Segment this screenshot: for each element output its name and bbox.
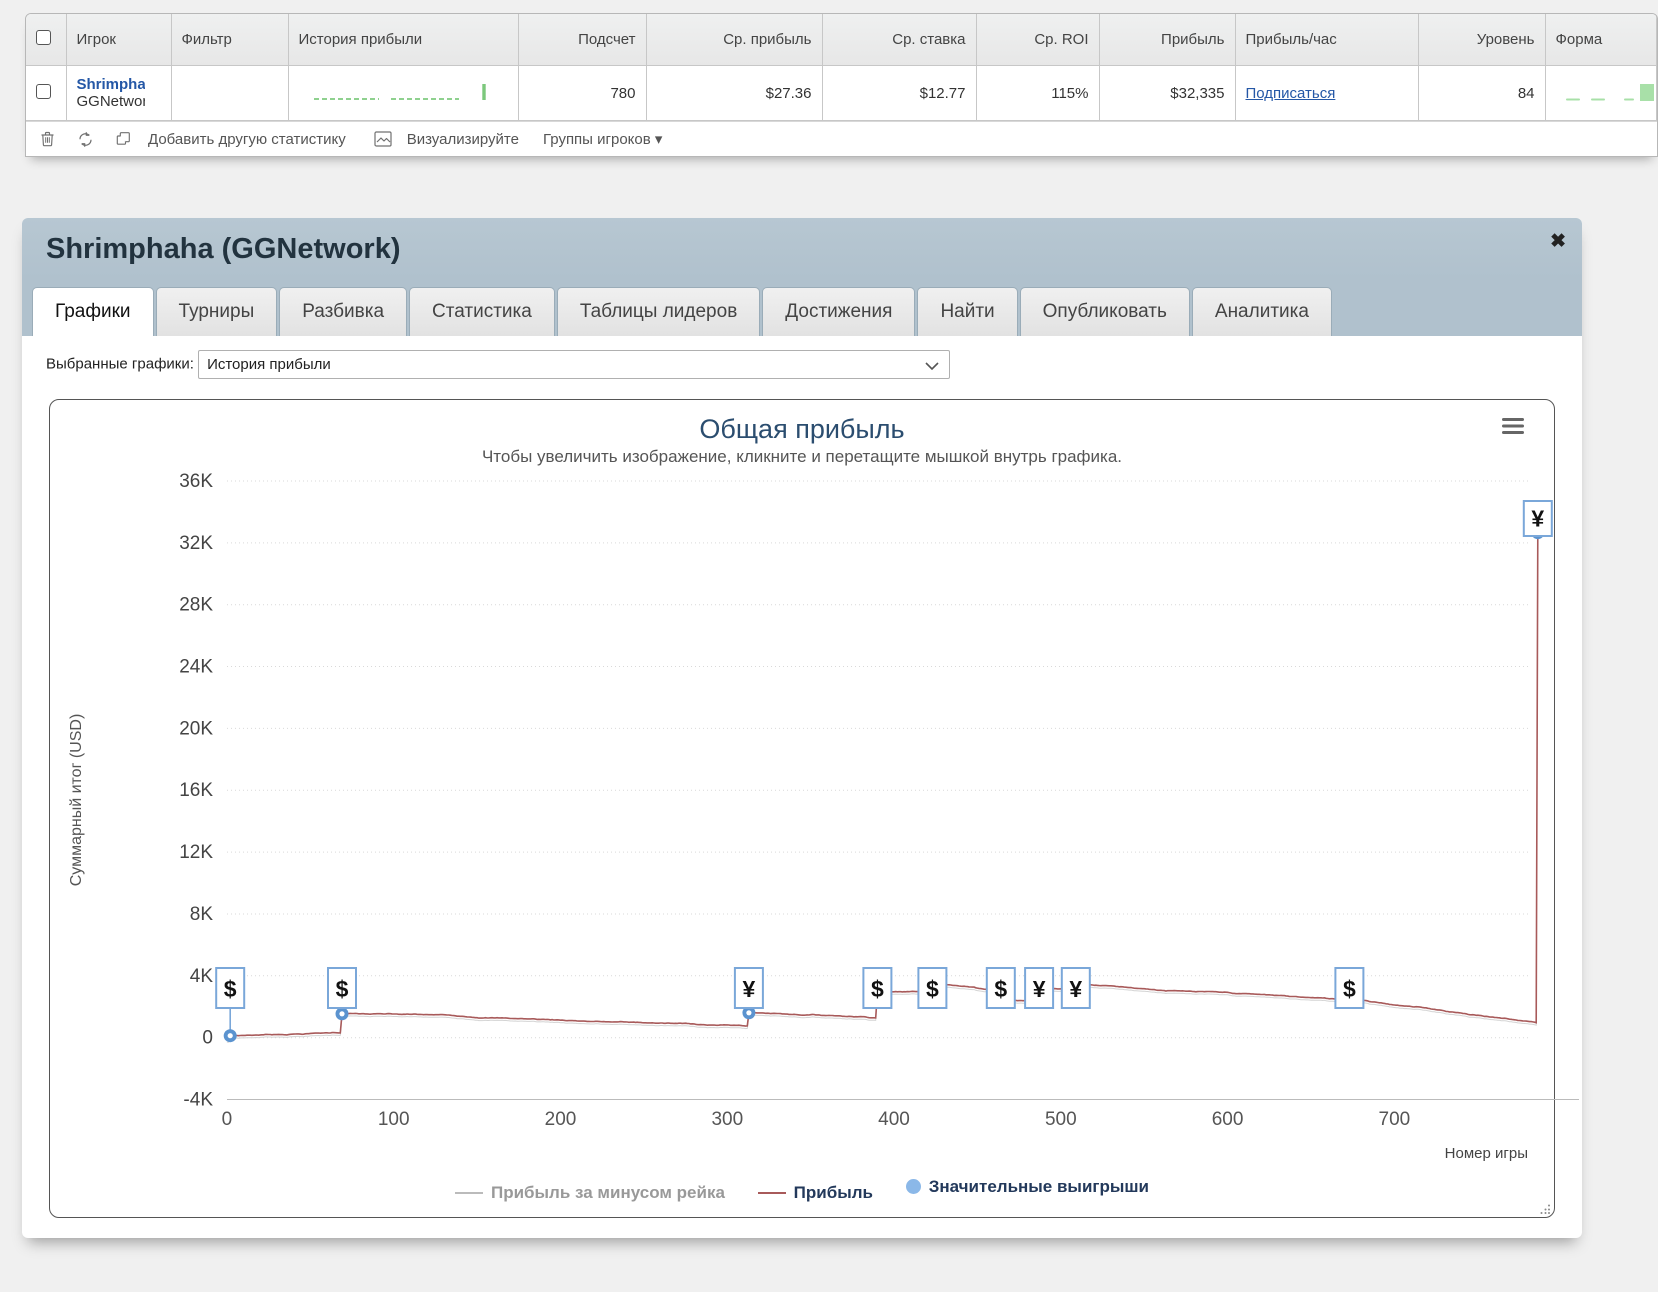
svg-text:200: 200 [545,1109,577,1130]
svg-text:500: 500 [1045,1109,1077,1130]
svg-text:0: 0 [222,1109,233,1130]
svg-text:¥: ¥ [1033,976,1046,1002]
svg-text:300: 300 [711,1109,743,1130]
svg-text:400: 400 [878,1109,910,1130]
svg-text:32K: 32K [179,533,213,554]
svg-text:700: 700 [1379,1109,1411,1130]
svg-text:$: $ [871,976,884,1002]
svg-text:$: $ [224,976,237,1002]
svg-text:12K: 12K [179,842,213,863]
svg-text:-4K: -4K [183,1090,213,1111]
svg-text:¥: ¥ [743,976,756,1002]
svg-text:4K: 4K [190,966,214,987]
svg-text:$: $ [994,976,1007,1002]
svg-text:24K: 24K [179,657,213,678]
svg-text:¥: ¥ [1531,506,1544,532]
svg-text:¥: ¥ [1069,976,1082,1002]
svg-text:28K: 28K [179,595,213,616]
svg-text:8K: 8K [190,904,214,925]
svg-text:0: 0 [202,1028,213,1049]
svg-text:600: 600 [1212,1109,1244,1130]
svg-text:100: 100 [378,1109,410,1130]
svg-text:20K: 20K [179,718,213,739]
svg-text:$: $ [336,976,349,1002]
svg-text:$: $ [926,976,939,1002]
svg-text:16K: 16K [179,780,213,801]
svg-text:36K: 36K [179,471,213,492]
svg-text:$: $ [1343,976,1356,1002]
